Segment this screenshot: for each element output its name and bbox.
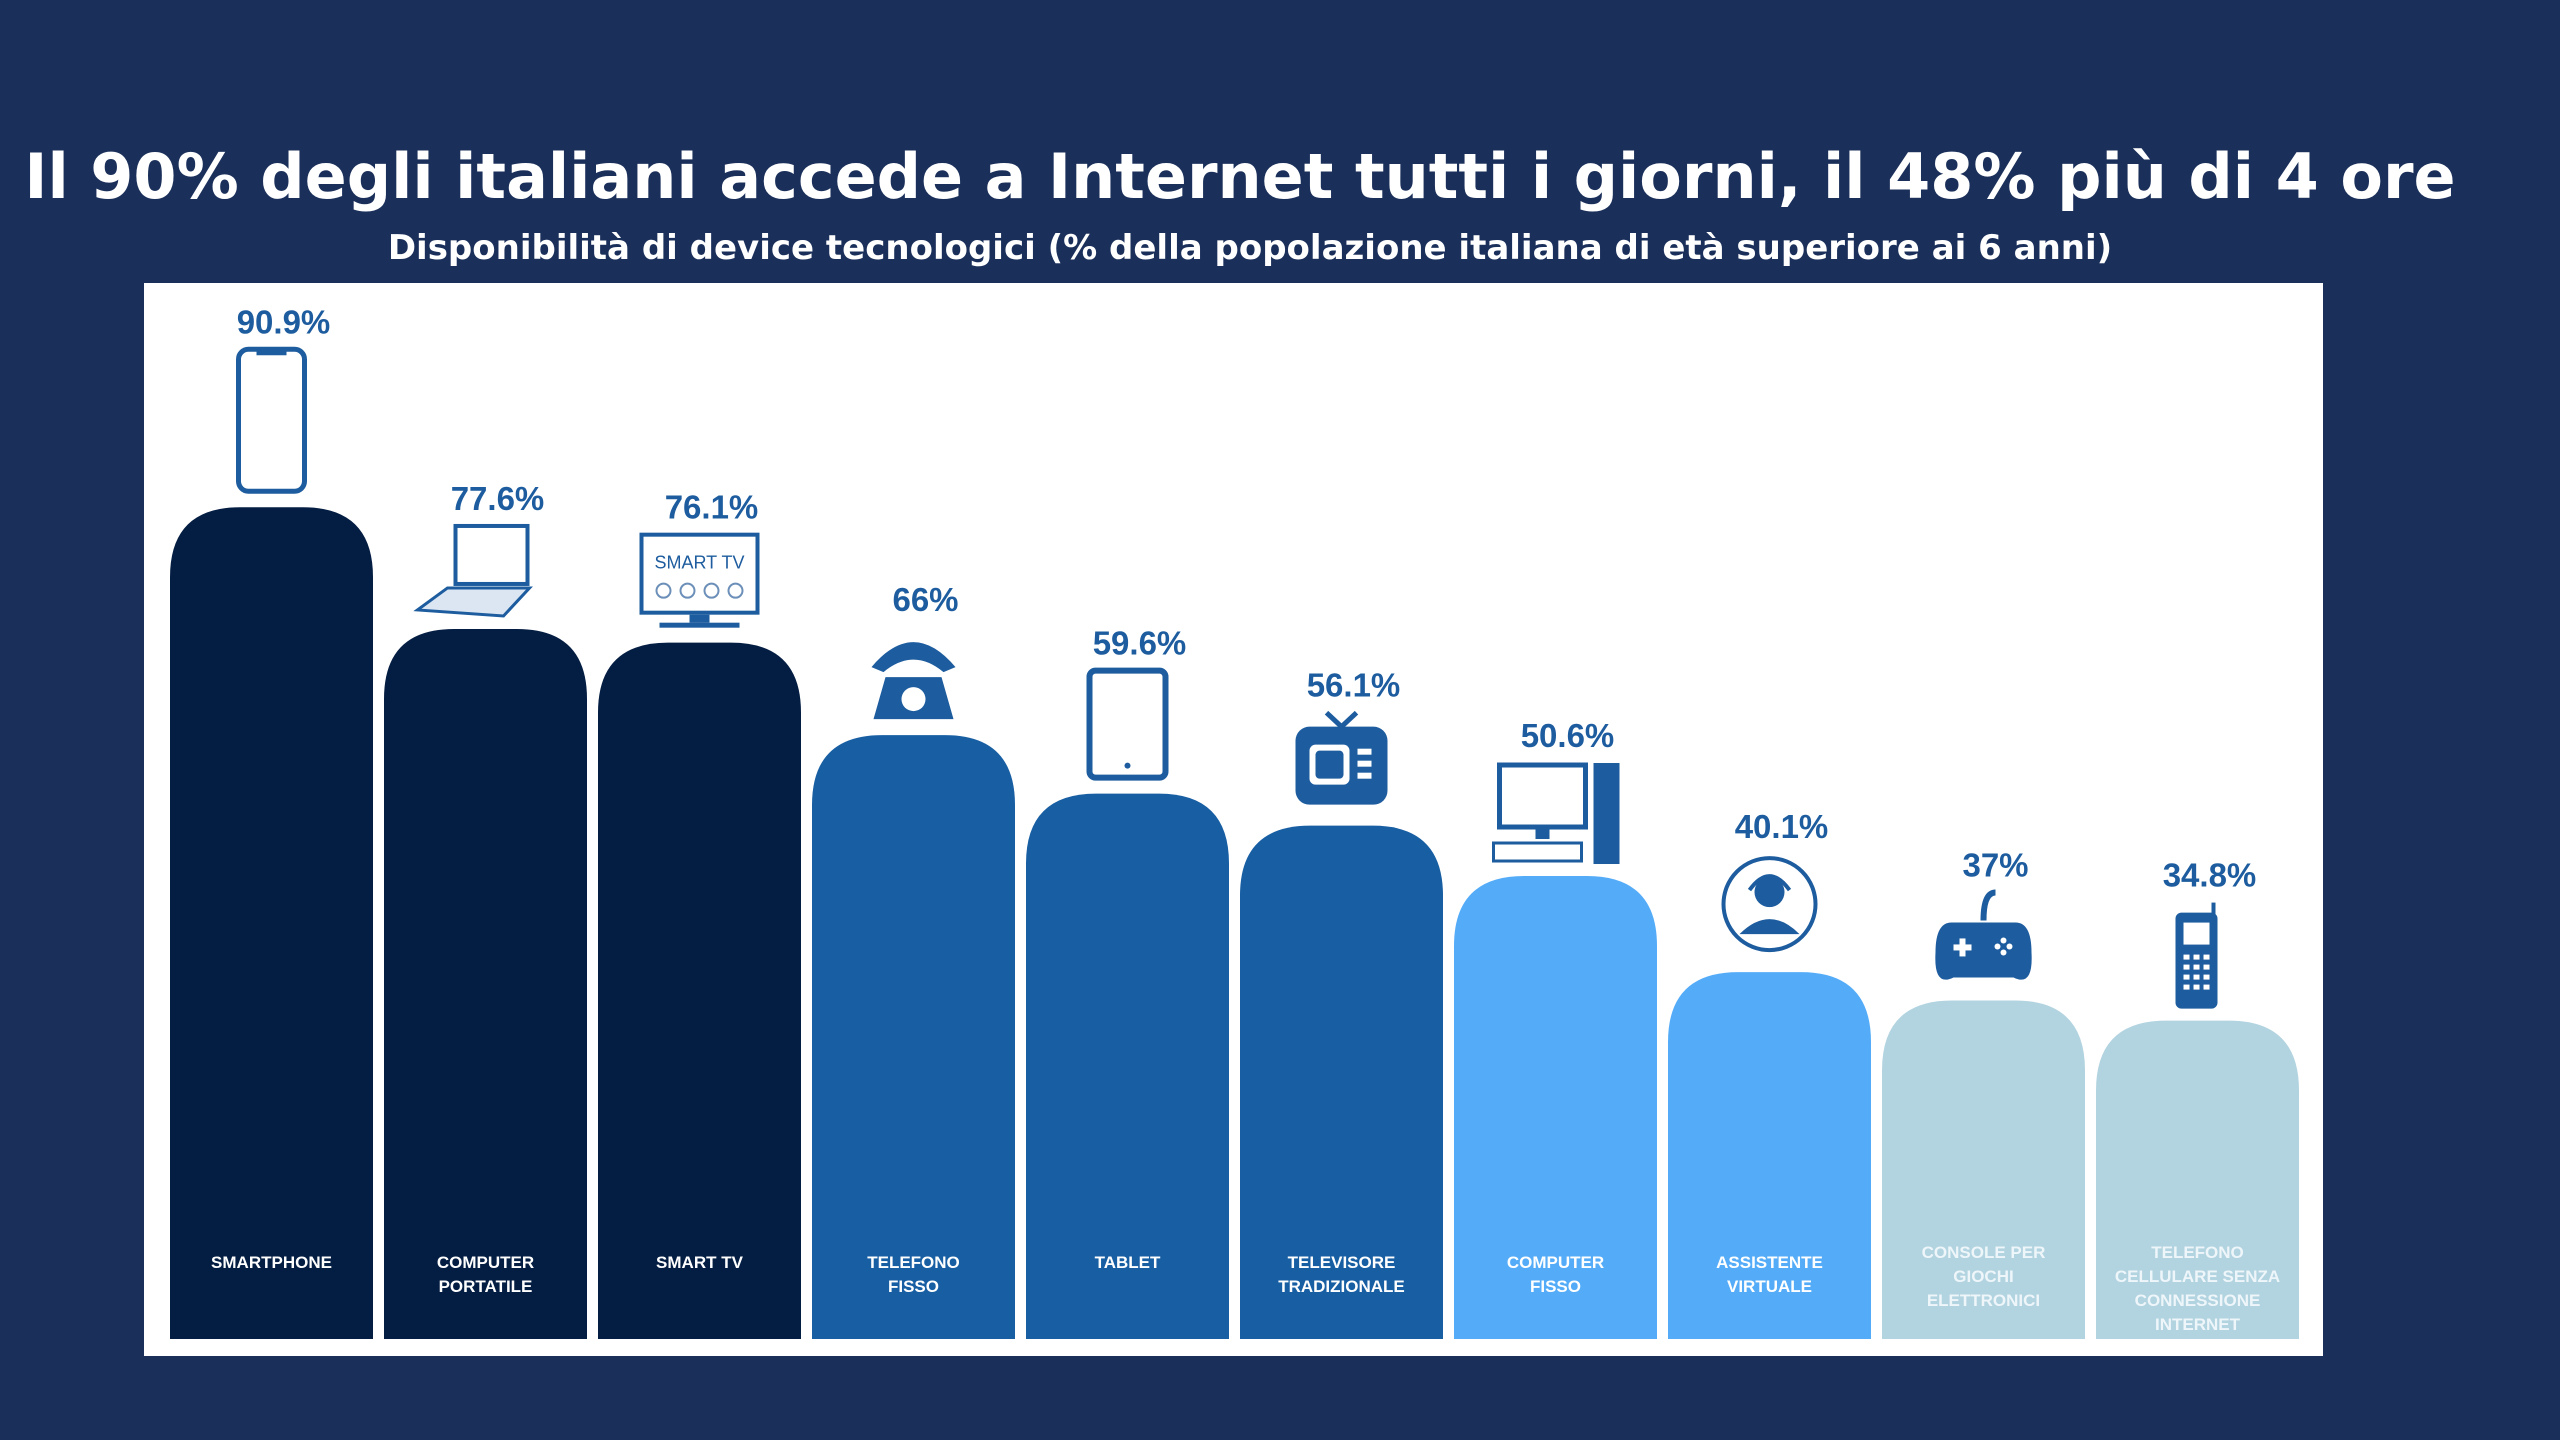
bar-group: SMART TV 76.1% SMART TV xyxy=(598,489,801,1339)
desktop-computer-icon xyxy=(1492,762,1620,865)
category-label: ASSISTENTE xyxy=(1716,1253,1823,1272)
category-label: CONNESSIONE xyxy=(2135,1291,2261,1310)
category-label: COMPUTER xyxy=(1507,1253,1604,1272)
category-label: PORTATILE xyxy=(439,1277,533,1296)
smart-tv-icon: SMART TV xyxy=(639,532,760,628)
value-label: 59.6% xyxy=(1093,625,1187,662)
bar xyxy=(1454,876,1657,1339)
category-label: TABLET xyxy=(1095,1253,1161,1272)
bar-group: 40.1% ASSISTENTE VIRTUALE xyxy=(1668,808,1871,1339)
category-label: TRADIZIONALE xyxy=(1278,1277,1405,1296)
mobile-phone-icon xyxy=(2175,902,2218,1009)
laptop-icon xyxy=(413,523,533,618)
category-label: TELEFONO xyxy=(2151,1243,2244,1262)
virtual-assistant-icon xyxy=(1721,856,1818,953)
bar xyxy=(2096,1020,2299,1339)
category-label: CONSOLE PER xyxy=(1922,1243,2046,1262)
bar xyxy=(812,735,1015,1339)
bar-group: 56.1% TELEVISORE TRADIZIONALE xyxy=(1240,667,1443,1339)
bar xyxy=(1026,793,1229,1339)
value-label: 66% xyxy=(892,581,958,618)
bar-group: 59.6% TABLET xyxy=(1026,625,1229,1339)
smart-tv-icon-text: SMART TV xyxy=(654,553,744,573)
chart-panel: 90.9% SMARTPHONE 77.6% COMPUTER PORTATILE SMA… xyxy=(144,283,2323,1356)
category-label: COMPUTER xyxy=(437,1253,534,1272)
bar-group: 90.9% SMARTPHONE xyxy=(170,303,373,1339)
value-label: 77.6% xyxy=(451,480,545,517)
tv-icon xyxy=(1295,710,1388,805)
page-title: Il 90% degli italiani accede a Internet … xyxy=(24,140,2456,213)
value-label: 76.1% xyxy=(665,489,759,526)
value-label: 37% xyxy=(1962,846,2028,883)
value-label: 34.8% xyxy=(2163,857,2257,894)
telephone-icon xyxy=(871,642,956,720)
bar-group: 34.8% TELEFONO CELLULARE SENZA CONNESSIONE I… xyxy=(2096,857,2299,1339)
bar xyxy=(1240,825,1443,1339)
bar xyxy=(598,642,801,1339)
category-label: FISSO xyxy=(888,1277,939,1296)
bar xyxy=(384,628,587,1339)
value-label: 40.1% xyxy=(1735,808,1829,845)
category-label: ELETTRONICI xyxy=(1927,1291,2040,1310)
value-label: 50.6% xyxy=(1521,717,1615,754)
category-label: INTERNET xyxy=(2155,1315,2241,1334)
bar-group: 77.6% COMPUTER PORTATILE xyxy=(384,480,587,1339)
category-label: TELEFONO xyxy=(867,1253,960,1272)
category-label: FISSO xyxy=(1530,1277,1581,1296)
bar xyxy=(170,507,373,1339)
category-label: VIRTUALE xyxy=(1727,1277,1812,1296)
bar xyxy=(1882,1000,2085,1339)
value-label: 90.9% xyxy=(237,303,331,340)
gamepad-icon xyxy=(1935,889,2032,980)
category-label: SMART TV xyxy=(656,1253,744,1272)
category-label: SMARTPHONE xyxy=(211,1253,332,1272)
category-label: GIOCHI xyxy=(1953,1267,2013,1286)
bar xyxy=(1668,972,1871,1339)
smartphone-icon xyxy=(236,346,307,494)
bar-chart: 90.9% SMARTPHONE 77.6% COMPUTER PORTATILE SMA… xyxy=(170,303,2299,1339)
bar-group: 50.6% COMPUTER FISSO xyxy=(1454,717,1657,1339)
category-label: CELLULARE SENZA xyxy=(2115,1267,2280,1286)
bar-group: 37% CONSOLE PER GIOCHI ELETTRONICI xyxy=(1882,846,2085,1339)
chart-subtitle: Disponibilità di device tecnologici (% d… xyxy=(387,228,2113,268)
category-label: TELEVISORE xyxy=(1288,1253,1396,1272)
value-label: 56.1% xyxy=(1307,667,1401,704)
bar-group: 66% TELEFONO FISSO xyxy=(812,581,1015,1339)
tablet-icon xyxy=(1086,667,1169,781)
